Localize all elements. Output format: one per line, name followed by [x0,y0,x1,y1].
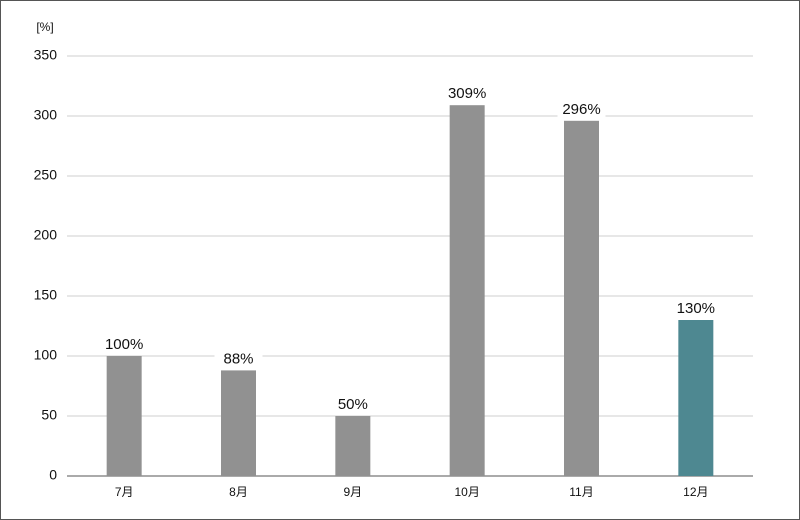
value-label-bg [557,99,606,118]
y-tick-label: 250 [34,167,58,183]
y-tick-label: 50 [41,407,57,423]
x-tick-label: 8月 [229,485,248,499]
x-tick-label: 10月 [454,485,479,499]
value-label-bg [328,395,377,413]
y-tick-label: 200 [34,227,58,243]
x-tick-label: 7月 [115,485,134,499]
value-label-bg [671,299,720,317]
bar [678,320,714,476]
bar [106,356,142,476]
bar [564,120,599,477]
y-tick-label: 300 [34,107,58,123]
y-axis-unit: [%] [36,20,53,34]
value-label: 50% [338,396,368,413]
bar [221,370,256,476]
bar [335,416,371,476]
y-tick-label: 150 [34,287,58,303]
value-label: 309% [448,85,486,102]
x-tick-label: 9月 [343,485,362,499]
y-tick-label: 350 [34,47,58,63]
value-label: 88% [223,350,253,367]
x-tick-label: 11月 [569,485,593,499]
x-tick-label: 12月 [683,485,708,499]
y-tick-label: 100 [34,347,58,363]
value-label: 296% [562,101,600,118]
value-label-bg [100,335,149,353]
value-label-bg [214,349,263,368]
bar [449,105,485,476]
value-label: 100% [105,336,143,353]
y-tick-label: 0 [49,467,57,483]
value-label: 130% [677,300,715,317]
value-label-bg [443,84,492,103]
